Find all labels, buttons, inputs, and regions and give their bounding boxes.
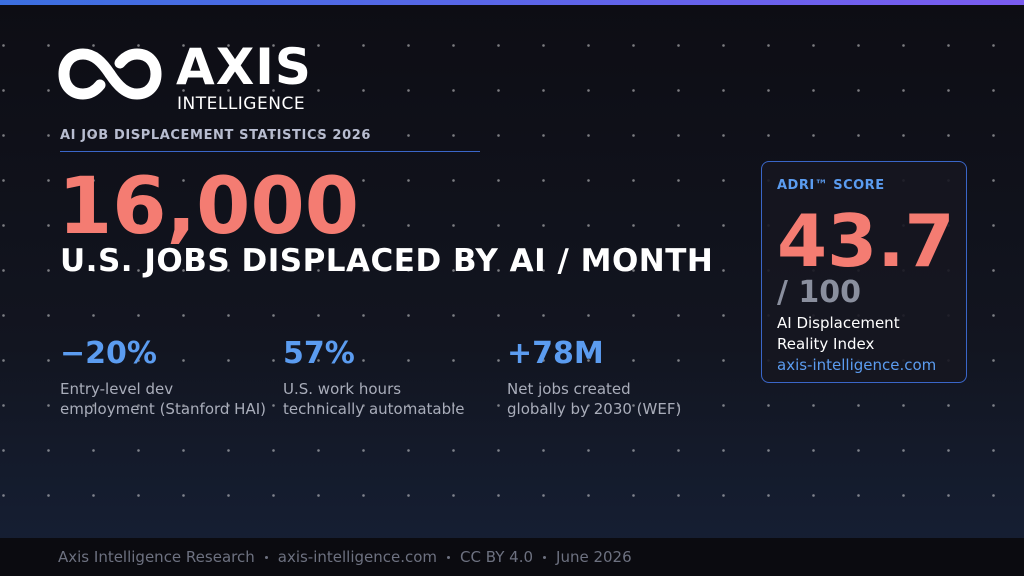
description-line: AI Displacement [777, 314, 900, 332]
stat-caption: U.S. work hours technically automatable [283, 379, 465, 419]
caption-line: technically automatable [283, 400, 465, 418]
separator [264, 555, 268, 559]
headline-number: 16,000 [58, 162, 359, 252]
caption-line: Entry-level dev [60, 380, 174, 398]
score-card: ADRI™ SCORE 43.7 / 100 AI Displacement R… [761, 161, 967, 383]
stat-caption: Net jobs created globally by 2030 (WEF) [507, 379, 681, 419]
caption-line: Net jobs created [507, 380, 631, 398]
stat: +78M Net jobs created globally by 2030 (WE… [507, 336, 681, 419]
footer-item[interactable]: axis-intelligence.com [277, 548, 438, 566]
stat-value: +78M [507, 336, 604, 371]
brand-tagline: INTELLIGENCE [177, 94, 306, 114]
separator [447, 555, 451, 559]
separator [543, 555, 547, 559]
caption-line: globally by 2030 (WEF) [507, 400, 682, 418]
brand-name: AXIS [176, 38, 312, 96]
score-description: AI Displacement Reality Index [777, 313, 951, 355]
score-value: 43.7 [777, 199, 955, 283]
kicker: AI JOB DISPLACEMENT STATISTICS 2026 [60, 128, 480, 152]
footer-item: CC BY 4.0 [460, 548, 534, 566]
logo-icon [58, 48, 162, 100]
footer-item: June 2026 [556, 548, 632, 566]
description-line: Reality Index [777, 335, 875, 353]
score-scale: / 100 [777, 275, 862, 310]
caption-line: U.S. work hours [283, 380, 402, 398]
caption-line: employment (Stanford HAI) [60, 400, 267, 418]
headline-text: U.S. JOBS DISPLACED BY AI / MONTH [60, 243, 714, 279]
footer: Axis Intelligence Research axis-intellige… [0, 538, 1024, 576]
score-link[interactable]: axis-intelligence.com [777, 356, 937, 374]
stat: −20% Entry-level dev employment (Stanford … [60, 336, 266, 419]
accent-line [0, 0, 1024, 5]
stat-value: −20% [60, 336, 157, 371]
footer-item: Axis Intelligence Research [58, 548, 255, 566]
score-label: ADRI™ SCORE [777, 178, 885, 193]
stat-caption: Entry-level dev employment (Stanford HAI) [60, 379, 266, 419]
stat-value: 57% [283, 336, 355, 371]
stat: 57% U.S. work hours technically automatabl… [283, 336, 465, 419]
